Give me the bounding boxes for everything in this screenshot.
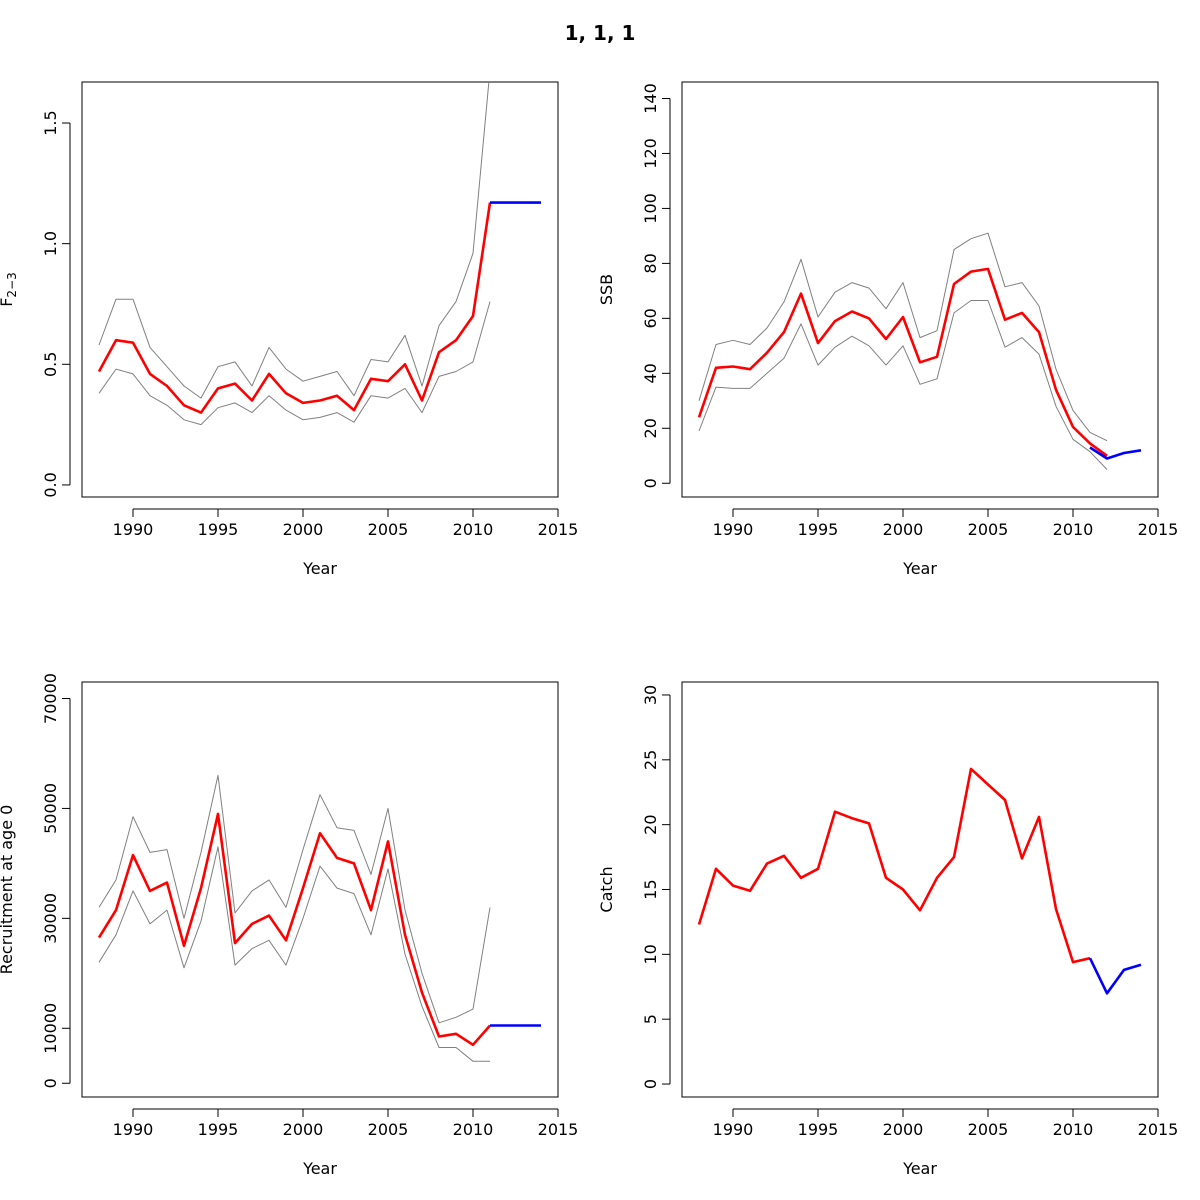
fbar-y-axis-label-main: F bbox=[0, 298, 16, 307]
recruitment-y-tick-label: 50000 bbox=[41, 783, 60, 834]
recruitment-x-tick-label: 2005 bbox=[368, 1120, 409, 1139]
fbar-series-lower bbox=[98, 301, 491, 426]
recruitment-y-tick-label: 30000 bbox=[41, 893, 60, 944]
ssb-y-tick-label: 100 bbox=[641, 193, 660, 224]
catch-y-tick-label: 30 bbox=[641, 685, 660, 705]
fbar-x-tick-label: 1995 bbox=[198, 520, 239, 539]
recruitment-series-estimate bbox=[97, 812, 491, 1047]
fbar-y-tick-label: 0.0 bbox=[41, 472, 60, 497]
catch-x-tick-label: 2010 bbox=[1053, 1120, 1094, 1139]
fbar-y-axis-label-subscript: 2−3 bbox=[5, 272, 19, 297]
ssb-x-axis-label: Year bbox=[902, 559, 937, 578]
catch-x-tick-label: 2015 bbox=[1138, 1120, 1179, 1139]
ssb-x-tick-label: 2000 bbox=[883, 520, 924, 539]
catch-x-tick-label: 2005 bbox=[968, 1120, 1009, 1139]
ssb-y-tick-label: 0 bbox=[641, 478, 660, 488]
recruitment-x-tick-label: 2000 bbox=[283, 1120, 324, 1139]
recruitment-x-tick-label: 2015 bbox=[538, 1120, 579, 1139]
catch-y-tick-label: 25 bbox=[641, 750, 660, 770]
ssb-x-tick-label: 1990 bbox=[713, 520, 754, 539]
recruitment-plot-frame bbox=[81, 681, 559, 1098]
catch-y-tick-label: 20 bbox=[641, 814, 660, 834]
recruitment-series-group bbox=[97, 774, 541, 1062]
ssb-y-tick-label: 20 bbox=[641, 418, 660, 438]
catch-x-tick-label: 2000 bbox=[883, 1120, 924, 1139]
catch-plot-frame bbox=[681, 681, 1159, 1098]
panel-fbar: 1990 1995 2000 2005 2010 2015 Year 0.0 0.5 1.0 1.5… bbox=[0, 81, 579, 578]
ssb-y-tick-label: 140 bbox=[641, 83, 660, 114]
catch-x-tick-label: 1990 bbox=[713, 1120, 754, 1139]
fbar-x-tick-label: 2015 bbox=[538, 520, 579, 539]
recruitment-y-tick-label: 70000 bbox=[41, 673, 60, 724]
fbar-x-axis-label: Year bbox=[302, 559, 337, 578]
ssb-x-tick-label: 1995 bbox=[798, 520, 839, 539]
catch-y-tick-label: 5 bbox=[641, 1014, 660, 1024]
recruitment-y-tick-label: 10000 bbox=[41, 1003, 60, 1054]
fbar-x-tick-label: 2005 bbox=[368, 520, 409, 539]
ssb-y-tick-label: 60 bbox=[641, 308, 660, 328]
recruitment-x-axis-label: Year bbox=[302, 1159, 337, 1178]
catch-series-forecast bbox=[1088, 957, 1142, 995]
fbar-x-tick-label: 2000 bbox=[283, 520, 324, 539]
fbar-x-tick-label: 1990 bbox=[113, 520, 154, 539]
catch-x-tick-label: 1995 bbox=[798, 1120, 839, 1139]
fbar-y-axis-label: F2−3 bbox=[0, 272, 19, 307]
recruitment-series-lower bbox=[98, 846, 490, 1062]
figure-title: 1, 1, 1 bbox=[565, 21, 636, 45]
fbar-y-tick-label: 1.0 bbox=[41, 231, 60, 256]
recruitment-x-tick-label: 1995 bbox=[198, 1120, 239, 1139]
fbar-y-tick-label: 0.5 bbox=[41, 352, 60, 377]
ssb-series-lower bbox=[698, 300, 1108, 470]
ssb-x-tick-label: 2010 bbox=[1053, 520, 1094, 539]
catch-y-tick-label: 10 bbox=[641, 944, 660, 964]
catch-x-axis-label: Year bbox=[902, 1159, 937, 1178]
catch-series-estimate bbox=[697, 767, 1091, 964]
ssb-series-upper bbox=[698, 232, 1108, 442]
ssb-y-tick-label: 40 bbox=[641, 363, 660, 383]
ssb-series-group bbox=[697, 232, 1142, 470]
catch-y-tick-label: 15 bbox=[641, 879, 660, 899]
catch-y-axis-label: Catch bbox=[597, 866, 616, 912]
fbar-y-tick-label: 1.5 bbox=[41, 110, 60, 135]
ssb-y-tick-label: 120 bbox=[641, 138, 660, 169]
fbar-plot-frame bbox=[81, 81, 559, 498]
panel-catch: 1990 1995 2000 2005 2010 2015 Year 0 5 10 15 20 25 30… bbox=[597, 681, 1179, 1178]
ssb-x-tick-label: 2005 bbox=[968, 520, 1009, 539]
ssb-series-forecast bbox=[1089, 446, 1142, 460]
panel-ssb: 1990 1995 2000 2005 2010 2015 Year 0 20 40 60 80 100… bbox=[597, 81, 1179, 578]
ssb-series-estimate bbox=[697, 267, 1108, 457]
ssb-y-tick-label: 80 bbox=[641, 253, 660, 273]
panel-recruitment: 1990 1995 2000 2005 2010 2015 Year 0 10000 30000 5… bbox=[0, 673, 578, 1178]
ssb-x-tick-label: 2015 bbox=[1138, 520, 1179, 539]
catch-y-tick-label: 0 bbox=[641, 1079, 660, 1089]
fbar-series-group bbox=[97, 82, 541, 426]
fbar-x-tick-label: 2010 bbox=[453, 520, 494, 539]
ssb-plot-frame bbox=[681, 81, 1159, 498]
recruitment-y-axis-label: Recruitment at age 0 bbox=[0, 805, 16, 975]
recruitment-x-tick-label: 2010 bbox=[453, 1120, 494, 1139]
ssb-y-axis-label: SSB bbox=[597, 274, 616, 305]
recruitment-y-tick-label: 0 bbox=[41, 1078, 60, 1088]
recruitment-x-tick-label: 1990 bbox=[113, 1120, 154, 1139]
fbar-series-estimate bbox=[97, 202, 492, 414]
recruitment-series-upper bbox=[98, 774, 491, 1024]
fbar-series-upper bbox=[98, 82, 490, 399]
catch-series-group bbox=[697, 767, 1142, 995]
